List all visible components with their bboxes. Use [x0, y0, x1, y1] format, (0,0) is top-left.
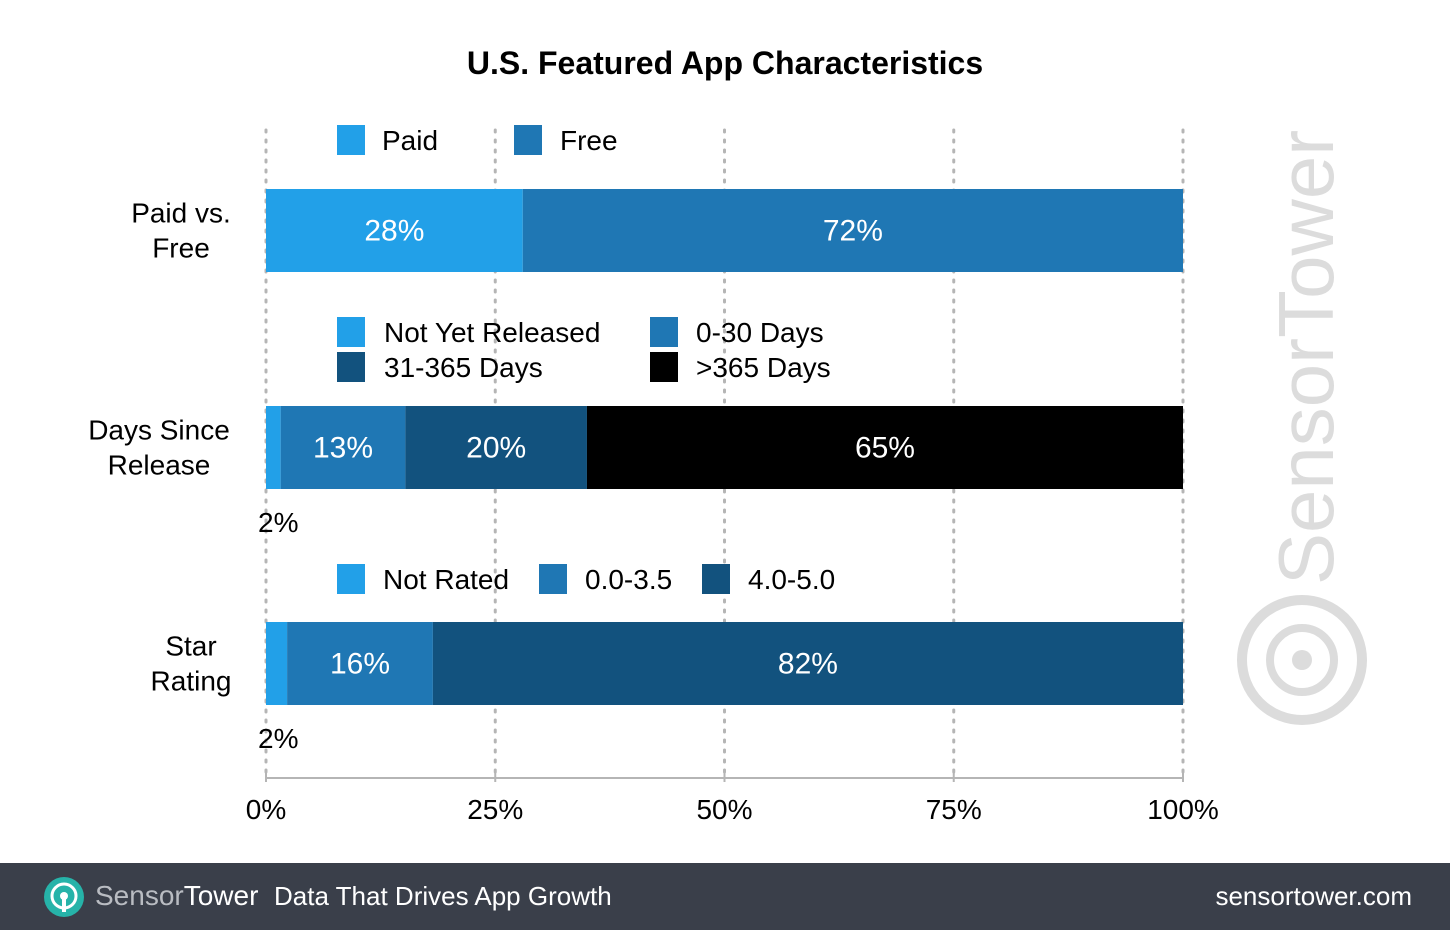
bar-segment [280, 406, 406, 489]
footer-brand: SensorTower [95, 880, 258, 912]
legend-label: Not Yet Released [384, 317, 600, 348]
x-tick-label: 75% [926, 794, 982, 825]
brand-tower: Tower [183, 880, 259, 911]
legend-label: 31-365 Days [384, 352, 543, 383]
bar-segment [266, 406, 281, 489]
bar-segment [432, 622, 1183, 705]
legend-swatch [514, 125, 542, 155]
category-label: Free [152, 233, 210, 264]
x-tick-label: 25% [467, 794, 523, 825]
data-label: 72% [823, 215, 883, 248]
legend-swatch [337, 125, 365, 155]
bar-segment [266, 622, 288, 705]
footer-site-link[interactable]: sensortower.com [1215, 881, 1412, 911]
bar-row: Not Rated 0.0-3.5 4.0-5.0 Star Rating 2% 16% 82… [151, 564, 1183, 754]
bar-rows: Paid Free Paid vs. Free 28% 72% Not Yet Releas… [88, 125, 1183, 754]
legend-label: Not Rated [383, 564, 509, 595]
data-label: 2% [258, 507, 298, 538]
data-label: 20% [466, 432, 526, 465]
category-label: Star [165, 631, 216, 662]
watermark-logo-inner [1266, 624, 1338, 696]
bar-segment [266, 189, 523, 272]
watermark-text: SensorTower [1262, 130, 1350, 585]
data-label: 16% [330, 648, 390, 681]
bar-segment [405, 406, 587, 489]
x-axis: 0% 25% 50% 75% 100% [246, 770, 1219, 825]
legend-label: 0.0-3.5 [585, 564, 672, 595]
x-tick-label: 50% [696, 794, 752, 825]
legend-swatch [539, 564, 567, 594]
footer-bar: SensorTower Data That Drives App Growth … [0, 863, 1450, 930]
bar-row: Not Yet Released 0-30 Days 31-365 Days >365… [88, 317, 1183, 538]
bar-segment [522, 189, 1183, 272]
bar-segment [287, 622, 433, 705]
data-label: 82% [778, 648, 838, 681]
chart-title: U.S. Featured App Characteristics [467, 45, 983, 81]
chart: SensorTower U.S. Featured App Characteri… [88, 45, 1367, 825]
category-label: Paid vs. [131, 198, 231, 229]
x-tick-label: 100% [1147, 794, 1219, 825]
legend-label: Paid [382, 125, 438, 156]
bar-row: Paid Free Paid vs. Free 28% 72% [131, 125, 1183, 272]
data-label: 65% [855, 432, 915, 465]
legend-label: Free [560, 125, 618, 156]
legend-label: 0-30 Days [696, 317, 824, 348]
data-label: 13% [313, 432, 373, 465]
legend-label: >365 Days [696, 352, 831, 383]
category-label: Rating [151, 666, 232, 697]
legend-swatch [337, 564, 365, 594]
brand-sensor: Sensor [95, 880, 184, 911]
sensortower-logo-icon [44, 877, 84, 917]
legend-swatch [650, 317, 678, 347]
category-label: Release [108, 450, 211, 481]
bar-segment [586, 406, 1183, 489]
data-label: 2% [258, 723, 298, 754]
legend-swatch [650, 352, 678, 382]
x-tick-label: 0% [246, 794, 286, 825]
category-label: Days Since [88, 415, 230, 446]
watermark-logo-dot [1292, 650, 1312, 670]
legend-swatch [337, 317, 365, 347]
footer-tagline: Data That Drives App Growth [274, 881, 612, 911]
watermark-logo-icon [1237, 595, 1367, 725]
legend-swatch [337, 352, 365, 382]
legend-swatch [702, 564, 730, 594]
data-label: 28% [364, 215, 424, 248]
watermark: SensorTower [1237, 130, 1367, 725]
legend-label: 4.0-5.0 [748, 564, 835, 595]
